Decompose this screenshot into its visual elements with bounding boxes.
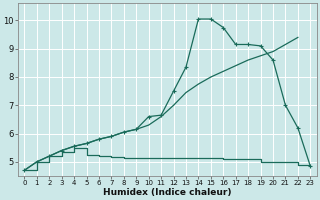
X-axis label: Humidex (Indice chaleur): Humidex (Indice chaleur) [103, 188, 232, 197]
